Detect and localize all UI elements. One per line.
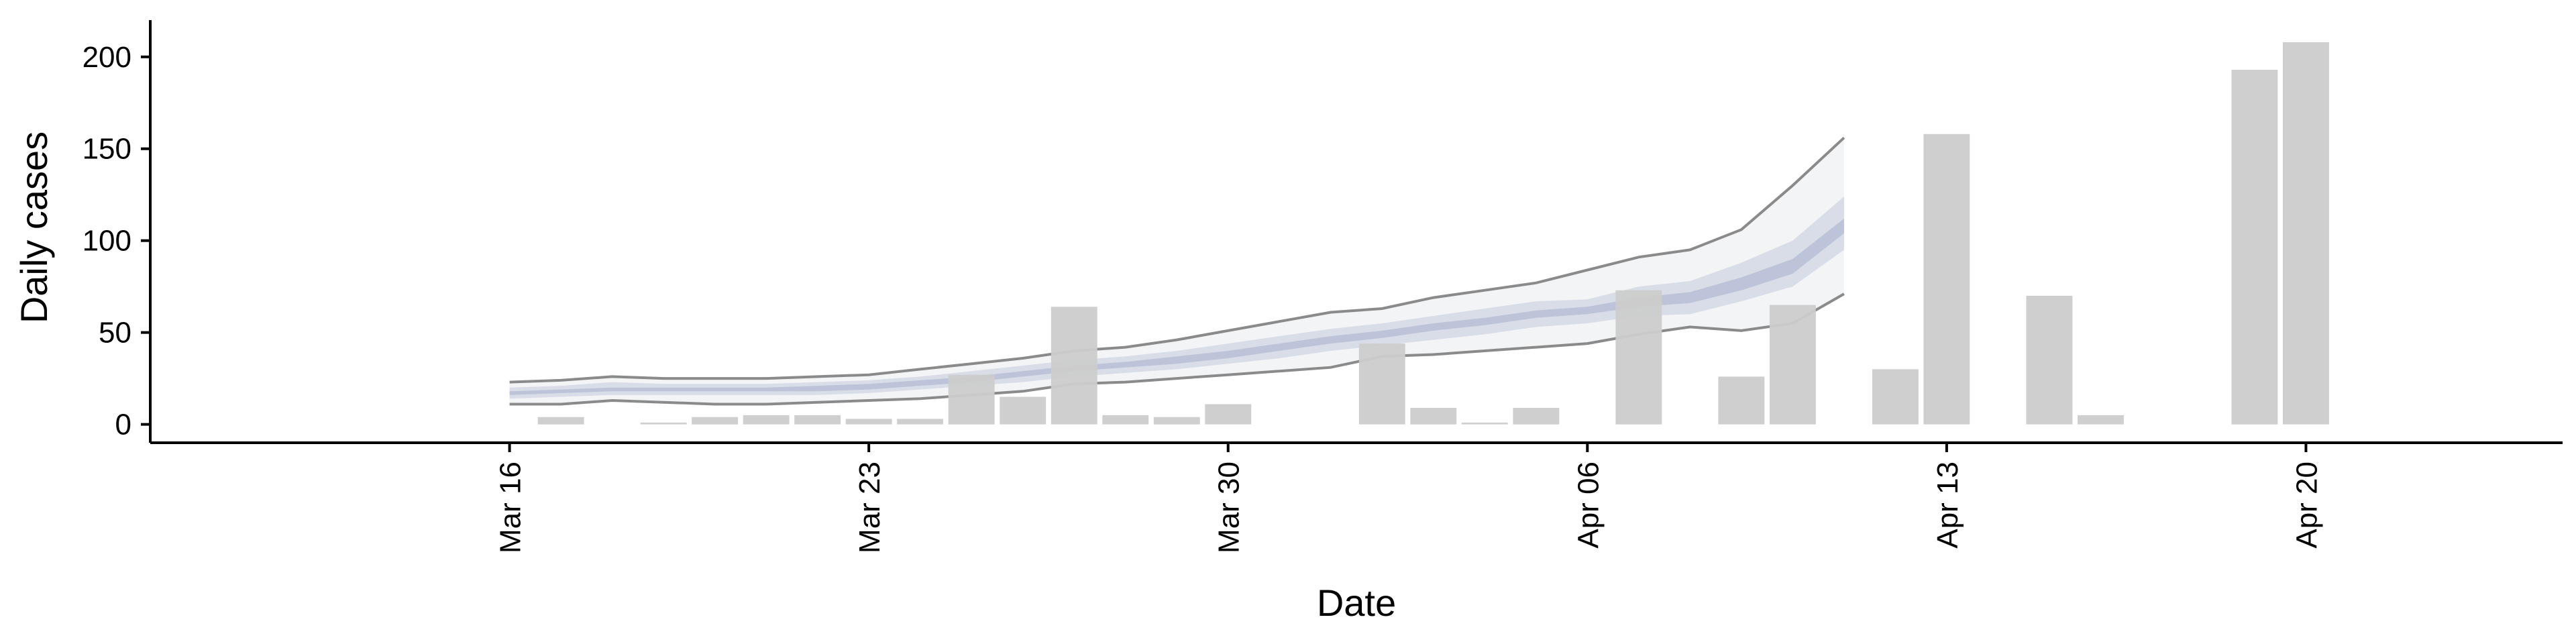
ribbon-upper-line — [509, 136, 1845, 384]
y-axis-title: Daily cases — [13, 131, 55, 323]
bar — [1923, 133, 1970, 425]
bar — [1205, 404, 1252, 425]
bar — [1461, 422, 1508, 425]
bar — [1769, 305, 1816, 425]
bar — [2026, 295, 2073, 425]
bar — [692, 417, 739, 425]
x-axis-title: Date — [1317, 582, 1396, 624]
bar — [794, 415, 841, 425]
y-tick-label: 0 — [115, 409, 131, 441]
axes: 0 50 100 150 200 Mar 16 Mar 23 Mar 30 Apr 06 Apr… — [83, 20, 2563, 553]
y-axis-ticks: 0 50 100 150 200 — [83, 41, 150, 441]
x-tick-label: Mar 16 — [494, 462, 527, 553]
bar — [537, 417, 584, 425]
y-tick-label: 150 — [83, 133, 131, 166]
ribbon-outer — [509, 138, 1844, 405]
ribbon-middle — [509, 197, 1844, 399]
x-tick-label: Mar 30 — [1213, 462, 1246, 553]
bar — [1051, 307, 1097, 425]
bar — [640, 422, 687, 425]
bars — [537, 42, 2329, 425]
bar — [1615, 290, 1662, 425]
x-tick-label: Mar 23 — [853, 462, 886, 553]
bar — [1153, 417, 1200, 425]
bar — [1102, 415, 1149, 425]
x-tick-label: Apr 06 — [1572, 462, 1605, 549]
bar — [1513, 408, 1560, 425]
bar — [2283, 42, 2329, 425]
bar — [2078, 415, 2124, 425]
x-tick-label: Apr 13 — [1931, 462, 1964, 549]
bar — [1410, 408, 1457, 425]
bar — [1358, 343, 1405, 425]
y-tick-label: 200 — [83, 41, 131, 74]
y-tick-label: 100 — [83, 225, 131, 258]
x-axis-ticks: Mar 16 Mar 23 Mar 30 Apr 06 Apr 13 Apr 20 — [494, 443, 2323, 553]
bar — [948, 374, 995, 425]
y-tick-label: 50 — [99, 317, 131, 350]
ribbon-inner — [509, 218, 1844, 395]
bar — [897, 419, 944, 425]
bar — [845, 419, 892, 425]
bar — [1000, 396, 1046, 425]
bar — [2231, 70, 2278, 425]
bar — [1872, 369, 1919, 425]
bar — [743, 415, 790, 425]
bar — [1718, 376, 1765, 425]
x-tick-label: Apr 20 — [2290, 462, 2323, 549]
